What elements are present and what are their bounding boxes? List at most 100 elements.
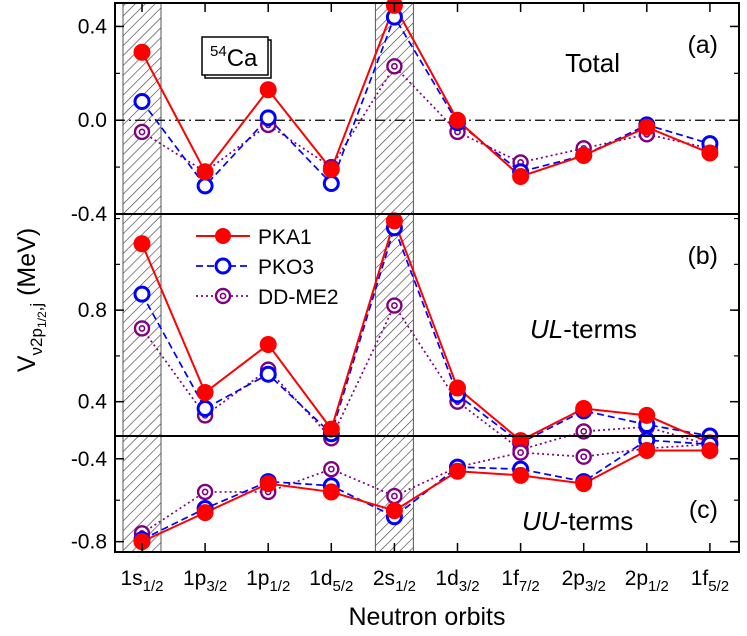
- series-line-dd-me2: [141, 64, 711, 173]
- series-line-pka1: [141, 2, 711, 178]
- x-tick-label: 2p1/2: [625, 567, 669, 595]
- y-tick-label: 0.8: [78, 299, 107, 322]
- data-point-pka1: [512, 466, 530, 484]
- panel-tag-a: (a): [687, 31, 718, 59]
- y-axis-label-sub2: ,j: [27, 303, 46, 312]
- x-tick-label-base: 2p: [625, 567, 648, 590]
- data-point-dd-me2: [386, 297, 403, 314]
- x-tick-label-sub: 3/2: [585, 578, 606, 595]
- data-point-pka1: [449, 379, 466, 397]
- y-axis-label-main: V: [13, 355, 41, 372]
- data-point-pka1: [575, 400, 593, 418]
- data-point-dd-me2: [575, 423, 592, 440]
- x-tick-label: 1s1/2: [120, 567, 163, 595]
- data-point-pka1: [638, 442, 656, 459]
- data-point-pka1: [701, 144, 719, 162]
- data-point-dd-me2: [323, 460, 340, 478]
- data-point-pka1: [449, 111, 466, 129]
- data-point-pka1: [259, 335, 277, 353]
- panel-label-b: UL-terms: [530, 314, 637, 344]
- data-point-dd-me2-inner: [517, 449, 524, 456]
- series-line-pko3: [141, 15, 711, 188]
- highlight-band: [374, 2, 414, 553]
- data-point-pko3: [133, 285, 151, 303]
- legend-marker-inner: [219, 292, 227, 300]
- data-point-pka1: [133, 235, 151, 253]
- y-tick-label: -0.4: [71, 448, 108, 471]
- x-tick-label-sub: 5/2: [708, 578, 729, 595]
- nucleus-mass: 54: [210, 43, 227, 60]
- panel-c: -0.4 -0.8: [71, 431, 739, 554]
- x-tick-label: 1p3/2: [183, 567, 227, 595]
- data-point-dd-me2: [133, 123, 151, 141]
- nucleus-box: [201, 36, 269, 76]
- legend-marker: [215, 228, 231, 244]
- legend-marker: [214, 257, 232, 275]
- data-point-dd-me2: [512, 444, 529, 461]
- data-point-pko3: [259, 109, 277, 127]
- series-line-pka1: [141, 449, 710, 543]
- y-axis-label-unit: (MeV): [13, 228, 41, 303]
- x-tick-label-base: 1p: [183, 567, 206, 590]
- legend-label-dd-me2: DD-ME2: [258, 286, 339, 309]
- data-point-dd-me2: [386, 58, 403, 75]
- x-tick-label-sub: 1/2: [143, 578, 164, 595]
- data-point-dd-me2: [386, 487, 403, 505]
- data-point-dd-me2-inner: [138, 128, 146, 136]
- x-tick-label-base: 1p: [246, 567, 269, 590]
- data-point-pka1: [512, 167, 530, 185]
- y-axis-label: Vν2p1/2,j (MeV): [13, 228, 49, 372]
- data-point-pka1: [322, 160, 340, 178]
- panel-label-italic: UU: [522, 506, 560, 536]
- plot-frame: [114, 2, 740, 553]
- x-tick-label-sub: 3/2: [459, 578, 480, 595]
- series-line-dd-me2: [141, 303, 711, 451]
- data-point-pka1: [259, 81, 277, 99]
- panel-label-italic: UL: [530, 314, 563, 344]
- data-point-pka1: [701, 442, 719, 459]
- data-point-pka1: [638, 118, 656, 136]
- y-tick-label: -0.8: [71, 531, 107, 554]
- x-tick-label: 1f7/2: [501, 567, 539, 595]
- panel-tag-c: (c): [689, 496, 718, 524]
- x-tick-label-sub: 1/2: [395, 578, 416, 595]
- y-tick-label: 0.4: [78, 15, 108, 38]
- data-point-pko3: [322, 175, 340, 193]
- data-point-pka1: [259, 475, 277, 493]
- data-point-pka1: [196, 163, 214, 181]
- y-axis-label-subsub: 1/2: [35, 311, 49, 328]
- data-point-pka1: [133, 43, 151, 61]
- legend-label-pko3: PKO3: [258, 256, 314, 279]
- nucleus-label: 54Ca: [210, 43, 258, 72]
- x-tick-label-base: 2p: [562, 567, 585, 590]
- x-tick-label: 1p1/2: [246, 567, 290, 595]
- data-point-dd-me2-inner: [327, 465, 335, 473]
- x-tick-label-base: 1d: [309, 567, 332, 590]
- panel-label-c: UU-terms: [522, 506, 633, 536]
- data-point-dd-me2-inner: [580, 453, 588, 461]
- x-tick-label-sub: 1/2: [269, 578, 290, 595]
- data-point-dd-me2-inner: [580, 428, 588, 435]
- data-point-pko3: [196, 400, 214, 418]
- data-point-dd-me2: [133, 320, 151, 337]
- legend-marker: [214, 287, 232, 305]
- data-point-dd-me2-inner: [390, 62, 398, 70]
- data-point-pka1: [196, 504, 214, 522]
- x-tick-label-sub: 1/2: [648, 578, 669, 595]
- data-point-dd-me2-inner: [390, 492, 398, 500]
- x-tick-label-base: 2s: [373, 567, 395, 590]
- data-point-pka1: [196, 384, 214, 402]
- data-point-dd-me2-inner: [201, 488, 209, 496]
- y-tick-label: 0.4: [78, 391, 108, 414]
- nucleus-symbol: Ca: [227, 45, 258, 72]
- legend-label-pka1: PKA1: [258, 226, 312, 249]
- x-tick-label-sub: 5/2: [333, 578, 354, 595]
- data-point-pka1: [449, 462, 466, 480]
- data-point-dd-me2-inner: [390, 302, 398, 309]
- x-tick-label-sub: 7/2: [519, 578, 540, 595]
- x-tick-label: 2p3/2: [562, 567, 606, 595]
- data-point-pka1: [385, 212, 403, 230]
- x-tick-label-sub: 3/2: [206, 578, 227, 595]
- data-point-pka1: [385, 502, 403, 520]
